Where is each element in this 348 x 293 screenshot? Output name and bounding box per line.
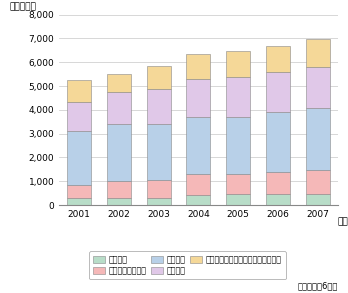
Bar	[226, 174, 250, 194]
Bar	[266, 172, 290, 194]
Bar	[266, 112, 290, 172]
Bar	[306, 39, 330, 67]
Bar	[187, 174, 210, 195]
Text: （年）: （年）	[338, 217, 348, 226]
Bar	[107, 198, 131, 205]
Bar	[107, 181, 131, 198]
Bar	[187, 54, 210, 79]
Bar	[187, 195, 210, 205]
Bar	[147, 180, 171, 198]
Bar	[306, 108, 330, 170]
Bar	[67, 103, 91, 131]
Bar	[266, 46, 290, 72]
Bar	[187, 79, 210, 117]
Text: 出典は付注6参照: 出典は付注6参照	[297, 281, 338, 290]
Bar	[147, 198, 171, 205]
Bar	[107, 74, 131, 92]
Bar	[306, 67, 330, 108]
Bar	[147, 66, 171, 89]
Bar	[67, 198, 91, 205]
Legend: 日本市場, アジア太平洋市場, 北米市場, 西欧市場, 中東・アフリカ・東欧・中南米市場: 日本市場, アジア太平洋市場, 北米市場, 西欧市場, 中東・アフリカ・東欧・中…	[89, 251, 286, 280]
Bar	[306, 170, 330, 194]
Bar	[107, 92, 131, 125]
Bar	[226, 51, 250, 76]
Bar	[147, 89, 171, 124]
Bar	[226, 117, 250, 174]
Bar	[306, 194, 330, 205]
Bar	[266, 194, 290, 205]
Bar	[67, 131, 91, 185]
Bar	[226, 76, 250, 117]
Text: （億ドル）: （億ドル）	[9, 2, 36, 11]
Bar	[266, 72, 290, 112]
Bar	[226, 194, 250, 205]
Bar	[67, 185, 91, 198]
Bar	[107, 125, 131, 181]
Bar	[147, 124, 171, 180]
Bar	[187, 117, 210, 174]
Bar	[67, 80, 91, 103]
